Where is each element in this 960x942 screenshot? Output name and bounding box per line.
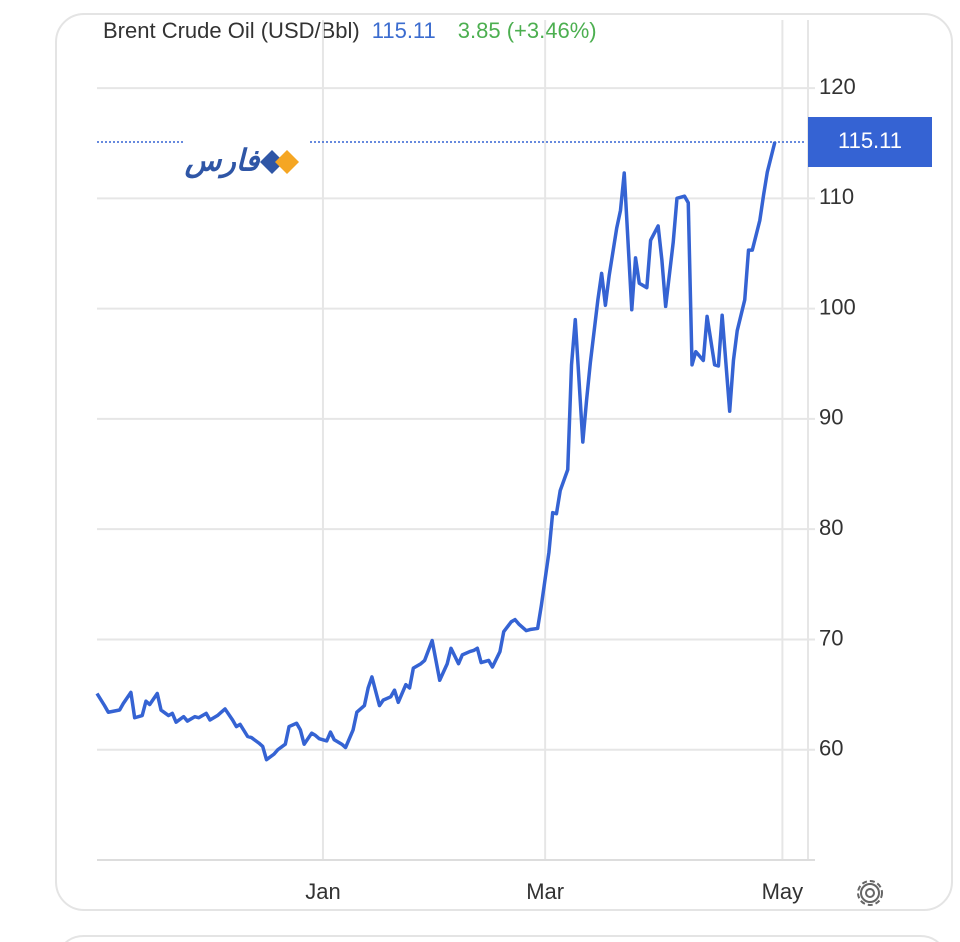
gear-teeth	[857, 880, 883, 906]
y-tick-label: 60	[819, 736, 843, 761]
last-price-badge	[808, 117, 932, 168]
watermark: فارس	[184, 144, 261, 179]
chart-title: Brent Crude Oil (USD/Bbl)	[103, 18, 360, 43]
y-tick-label: 90	[819, 405, 843, 430]
x-tick-label: Mar	[526, 879, 564, 904]
y-tick-label: 80	[819, 515, 843, 540]
price-change: 3.85 (+3.46%)	[458, 18, 597, 43]
watermark-logo: فارس	[184, 144, 299, 179]
last-price-badge-label: 115.11	[838, 128, 902, 153]
last-price: 115.11	[372, 18, 436, 43]
logo-diamond	[275, 150, 299, 174]
gear-body	[860, 883, 880, 903]
gear-hole	[865, 888, 875, 898]
y-tick-label: 100	[819, 294, 856, 319]
y-tick-label: 110	[819, 184, 854, 209]
y-tick-label: 70	[819, 625, 843, 650]
x-tick-label: May	[762, 879, 804, 904]
x-tick-label: Jan	[305, 879, 340, 904]
next-card	[64, 935, 940, 942]
settings-icon[interactable]	[857, 880, 883, 906]
y-tick-label: 120	[819, 74, 856, 99]
plot: 60 70 80 90 100 110 120 Jan Mar May 115.11	[95, 20, 932, 904]
card	[55, 13, 953, 911]
logo-diamond	[260, 150, 284, 174]
price-line	[95, 141, 777, 762]
